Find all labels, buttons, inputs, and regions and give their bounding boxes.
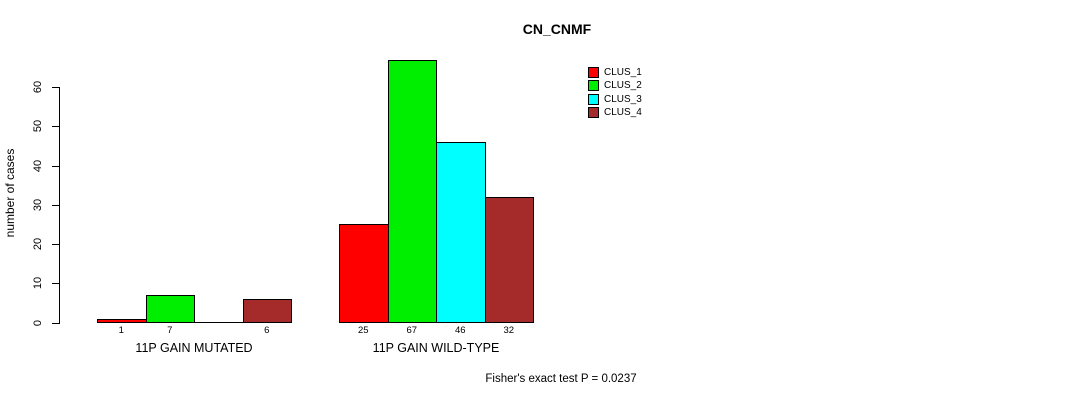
y-tick bbox=[52, 87, 59, 88]
bar-CLUS_4 bbox=[242, 299, 292, 323]
y-tick bbox=[52, 322, 59, 324]
bar-value-label: 25 bbox=[357, 324, 369, 336]
y-tick-label: 60 bbox=[32, 80, 44, 94]
legend-swatch-CLUS_4 bbox=[588, 107, 599, 119]
y-tick bbox=[52, 244, 59, 246]
y-tick bbox=[52, 204, 59, 206]
bar-CLUS_1 bbox=[97, 318, 147, 323]
legend-swatch-CLUS_2 bbox=[588, 80, 599, 92]
bar-value-label: 7 bbox=[167, 324, 173, 336]
legend-row: CLUS_1 bbox=[588, 66, 642, 79]
bar-CLUS_2 bbox=[387, 59, 437, 323]
bar-CLUS_4 bbox=[484, 196, 534, 323]
bar-value-label: 1 bbox=[118, 324, 124, 336]
legend-row: CLUS_3 bbox=[588, 93, 642, 106]
bar-value-label: 32 bbox=[503, 324, 515, 336]
y-tick-label: 40 bbox=[32, 159, 44, 172]
y-axis-line bbox=[58, 87, 60, 324]
y-tick-label: 10 bbox=[32, 277, 44, 290]
y-tick bbox=[52, 283, 59, 285]
fisher-test-annotation: Fisher's exact test P = 0.0237 bbox=[485, 373, 637, 385]
bar-CLUS_1 bbox=[339, 224, 389, 323]
group-label: 11P GAIN MUTATED bbox=[135, 341, 253, 355]
legend-label: CLUS_2 bbox=[604, 80, 642, 92]
legend-row: CLUS_4 bbox=[588, 106, 642, 119]
chart-title: CN_CNMF bbox=[522, 20, 592, 37]
y-tick-label: 0 bbox=[32, 319, 44, 326]
bar-value-label: 46 bbox=[454, 324, 466, 336]
y-tick-label: 20 bbox=[32, 238, 44, 251]
legend-swatch-CLUS_3 bbox=[588, 93, 599, 105]
group-label: 11P GAIN WILD-TYPE bbox=[372, 341, 500, 355]
y-tick-label: 30 bbox=[32, 198, 44, 211]
y-tick bbox=[52, 165, 59, 167]
y-axis-label: number of cases bbox=[3, 148, 17, 238]
legend-swatch-CLUS_1 bbox=[588, 67, 599, 79]
legend-label: CLUS_1 bbox=[604, 67, 642, 79]
legend-label: CLUS_3 bbox=[604, 93, 642, 105]
y-tick-label: 50 bbox=[32, 120, 44, 133]
bar-CLUS_3 bbox=[436, 141, 486, 323]
legend-label: CLUS_4 bbox=[604, 107, 642, 119]
y-tick bbox=[52, 126, 59, 128]
bar-value-label: 6 bbox=[264, 324, 270, 336]
legend: CLUS_1 CLUS_2 CLUS_3 CLUS_4 bbox=[588, 66, 642, 119]
legend-row: CLUS_2 bbox=[588, 79, 642, 92]
bar-CLUS_2 bbox=[145, 295, 195, 323]
bar-value-label: 67 bbox=[406, 324, 418, 336]
